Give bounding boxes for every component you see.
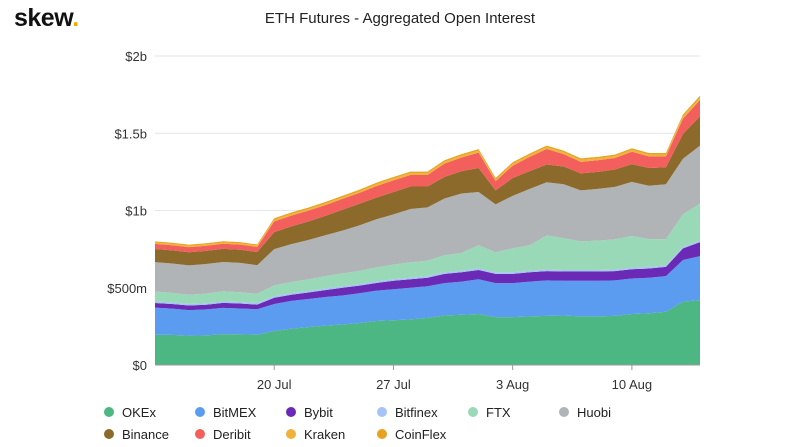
x-tick-label: 3 Aug xyxy=(496,377,529,392)
legend-label: Deribit xyxy=(213,426,251,442)
legend-label: Kraken xyxy=(304,426,346,442)
legend-marker xyxy=(104,407,114,417)
chart-legend: OKEx BitMEX Bybit Bitfinex FTX Huobi Binance De… xyxy=(98,401,718,445)
legend-marker xyxy=(377,429,387,439)
y-tick-label: $0 xyxy=(133,358,147,373)
legend-item-bitmex[interactable]: BitMEX xyxy=(189,405,280,420)
legend-marker xyxy=(104,429,114,439)
y-tick-label: $1.5b xyxy=(114,126,147,141)
stacked-areas xyxy=(155,95,700,365)
legend-label: FTX xyxy=(486,404,511,420)
legend-item-okex[interactable]: OKEx xyxy=(98,405,189,420)
legend-marker xyxy=(195,407,205,417)
legend-label: CoinFlex xyxy=(395,426,447,442)
legend-marker xyxy=(286,429,296,439)
legend-label: Bybit xyxy=(304,404,333,420)
axes: $0 $500m $1b $1.5b $2b 20 Jul 27 Jul 3 Aug 10 Au… xyxy=(107,49,700,392)
legend-label: Bitfinex xyxy=(395,404,438,420)
legend-marker xyxy=(195,429,205,439)
legend-marker xyxy=(377,407,387,417)
area-huobi xyxy=(155,145,700,295)
legend-row: OKEx BitMEX Bybit Bitfinex FTX Huobi xyxy=(98,401,718,423)
logo-dot: . xyxy=(72,4,79,32)
legend-item-coinflex[interactable]: CoinFlex xyxy=(371,427,462,442)
legend-label: OKEx xyxy=(122,404,156,420)
legend-label: Huobi xyxy=(577,404,611,420)
legend-item-huobi[interactable]: Huobi xyxy=(553,405,644,420)
legend-marker xyxy=(286,407,296,417)
y-tick-label: $500m xyxy=(107,281,147,296)
legend-marker xyxy=(559,407,569,417)
area-binance xyxy=(155,116,700,266)
area-bitmex xyxy=(155,256,700,336)
legend-item-ftx[interactable]: FTX xyxy=(462,405,553,420)
legend-item-deribit[interactable]: Deribit xyxy=(189,427,280,442)
legend-item-bitfinex[interactable]: Bitfinex xyxy=(371,405,462,420)
y-tick-label: $1b xyxy=(125,204,147,219)
area-okex xyxy=(155,300,700,365)
x-tick-label: 10 Aug xyxy=(612,377,653,392)
legend-item-binance[interactable]: Binance xyxy=(98,427,189,442)
x-tick-label: 20 Jul xyxy=(257,377,292,392)
logo-text: skew xyxy=(14,4,73,32)
legend-label: BitMEX xyxy=(213,404,257,420)
area-bybit xyxy=(155,242,700,311)
legend-label: Binance xyxy=(122,426,169,442)
legend-marker xyxy=(468,407,478,417)
x-tick-label: 27 Jul xyxy=(376,377,411,392)
chart-title: ETH Futures - Aggregated Open Interest xyxy=(264,10,536,27)
area-ftx xyxy=(155,203,700,304)
y-tick-label: $2b xyxy=(125,49,147,64)
area-deribit xyxy=(155,100,700,253)
legend-item-bybit[interactable]: Bybit xyxy=(280,405,371,420)
legend-item-kraken[interactable]: Kraken xyxy=(280,427,371,442)
skew-logo: skew. xyxy=(14,4,79,33)
legend-row: Binance Deribit Kraken CoinFlex xyxy=(98,423,718,445)
